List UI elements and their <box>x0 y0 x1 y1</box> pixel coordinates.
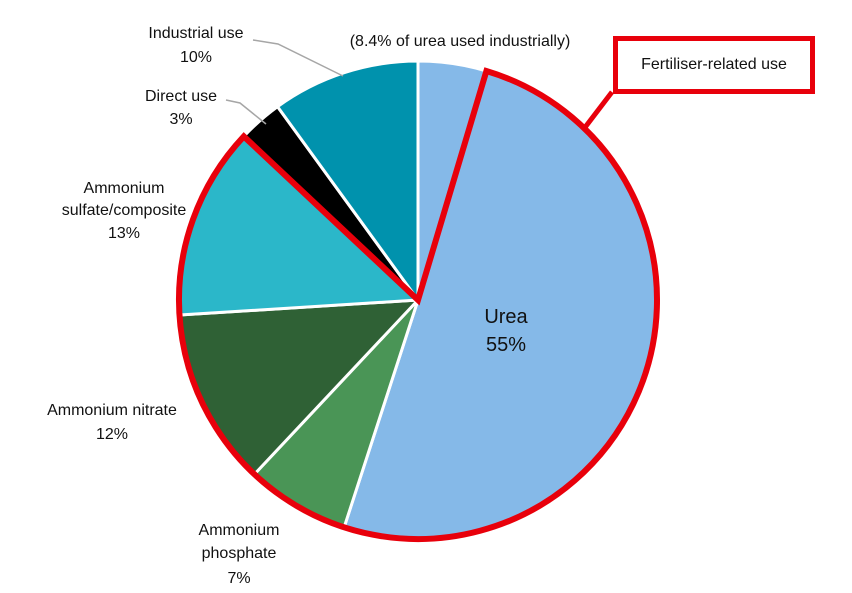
value-urea: 55% <box>486 334 526 356</box>
urea-industrial-note: (8.4% of urea used industrially) <box>350 33 571 50</box>
callout-text: Fertiliser-related use <box>641 56 787 73</box>
leader-line-direct-use <box>225 99 267 125</box>
value-ammonium-nitrate: 12% <box>96 426 128 443</box>
label-urea: Urea <box>484 306 528 328</box>
label-ammonium-nitrate: Ammonium nitrate <box>47 402 177 419</box>
pie-slice-industrial-use <box>276 59 420 302</box>
label-ammonium-sulfate: Ammonium sulfate/composite <box>62 180 187 219</box>
callout-connector <box>581 90 614 132</box>
label-industrial-use: Industrial use <box>148 25 243 42</box>
value-ammonium-sulfate: 13% <box>108 225 140 242</box>
callout-box: Fertiliser-related use <box>613 36 815 94</box>
value-industrial-use: 10% <box>180 49 212 66</box>
fertiliser-highlight-outline <box>176 67 660 542</box>
value-direct-use: 3% <box>169 111 192 128</box>
label-direct-use: Direct use <box>145 88 217 105</box>
leader-line-industrial-use <box>252 39 344 77</box>
label-ammonium-phosphate: Ammonium phosphate <box>199 522 280 562</box>
value-ammonium-phosphate: 7% <box>227 570 250 587</box>
